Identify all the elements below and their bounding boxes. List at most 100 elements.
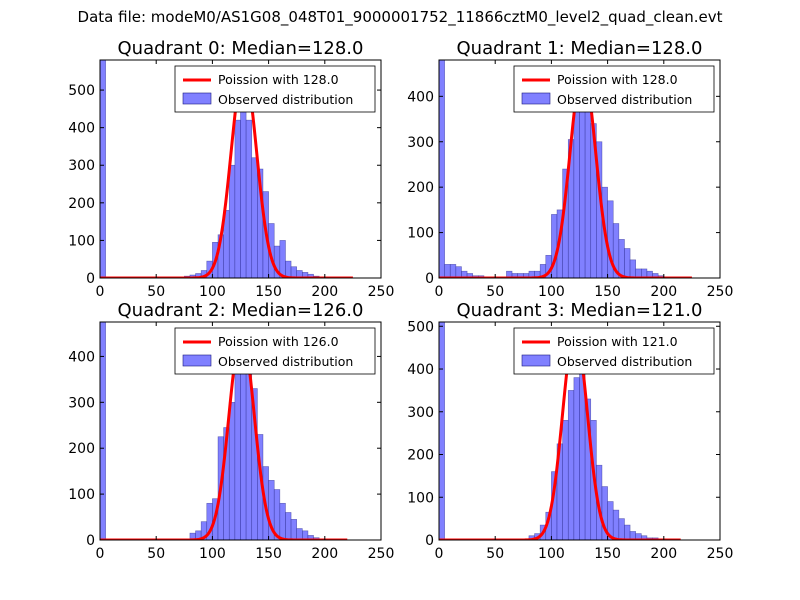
x-tick-label: 150: [255, 546, 282, 562]
y-tick-label: 400: [407, 89, 434, 105]
x-tick-label: 0: [435, 546, 444, 562]
histogram-bar: [279, 502, 286, 540]
histogram-bar: [449, 264, 457, 278]
histogram-bar: [251, 157, 258, 278]
histogram-bar: [100, 60, 106, 278]
histogram-bar: [290, 519, 297, 540]
histogram-bar: [285, 260, 292, 278]
histogram-bar: [245, 119, 253, 278]
legend-entry-fit: Poission with 121.0: [557, 334, 678, 349]
chart-title: Quadrant 3: Median=121.0: [457, 300, 703, 321]
x-tick-label: 250: [707, 546, 734, 562]
y-tick-label: 300: [407, 405, 434, 421]
quadrant-2-chart: 0 50 100 150 200 250 0 100 200 300 400 Quadrant 2: …: [68, 300, 394, 562]
x-tick-label: 200: [311, 284, 338, 300]
x-tick-label: 150: [594, 546, 621, 562]
plot-area: [439, 322, 682, 540]
histogram-bar: [279, 240, 286, 278]
histogram-bar: [579, 372, 586, 540]
histogram-bar: [573, 100, 580, 278]
x-tick-label: 0: [96, 284, 105, 300]
chart-title: Quadrant 2: Median=126.0: [118, 300, 364, 321]
poisson-fit-line: [439, 67, 693, 278]
x-tick-label: 0: [96, 546, 105, 562]
y-tick-label: 100: [407, 490, 434, 506]
histogram-bar: [234, 119, 241, 278]
y-tick-label: 0: [425, 533, 434, 549]
legend-box: [174, 327, 376, 375]
chart-title: Quadrant 0: Median=128.0: [118, 38, 364, 59]
y-tick-label: 0: [86, 533, 95, 549]
x-tick-label: 100: [538, 546, 565, 562]
histogram-bar: [439, 322, 445, 540]
histogram-bar: [228, 402, 236, 540]
plot-area: [100, 60, 354, 278]
legend-bar-swatch: [182, 92, 212, 105]
legend-bar-swatch: [521, 354, 551, 367]
y-tick-label: 400: [407, 362, 434, 378]
histogram-bar: [285, 512, 292, 540]
y-tick-label: 100: [68, 233, 95, 249]
histogram-bar: [618, 518, 625, 540]
histogram-bar: [290, 266, 297, 278]
plot-area: [439, 60, 693, 278]
legend-entry-fit: Poission with 128.0: [557, 72, 678, 87]
legend-entry-fit: Poission with 126.0: [218, 334, 339, 349]
x-tick-label: 100: [538, 284, 565, 300]
legend-entry-observed: Observed distribution: [557, 92, 692, 107]
y-tick-label: 200: [68, 441, 95, 457]
y-tick-label: 300: [68, 158, 95, 174]
y-tick-label: 200: [407, 180, 434, 196]
histogram-bar: [562, 420, 569, 540]
y-tick-label: 100: [68, 487, 95, 503]
x-tick-label: 150: [255, 284, 282, 300]
legend: Poission with 126.0 Observed distribution: [174, 327, 376, 375]
histogram-bar: [444, 264, 451, 278]
x-tick-label: 50: [486, 284, 504, 300]
histogram-bar: [439, 60, 445, 278]
x-tick-label: 200: [650, 546, 677, 562]
histogram-bar: [228, 164, 236, 278]
chart-title: Quadrant 1: Median=128.0: [457, 38, 703, 59]
y-tick-label: 300: [407, 135, 434, 151]
x-tick-label: 50: [147, 546, 165, 562]
figure-suptitle: Data file: modeM0/AS1G08_048T01_90000017…: [77, 8, 723, 26]
legend-bar-swatch: [521, 92, 551, 105]
poisson-fit-line: [100, 67, 354, 278]
x-tick-label: 0: [435, 284, 444, 300]
legend-entry-fit: Poission with 128.0: [218, 72, 339, 87]
histogram-bar: [618, 239, 625, 278]
y-tick-label: 500: [68, 83, 95, 99]
axes-frame: [99, 321, 382, 541]
histogram-bar: [567, 390, 575, 540]
y-tick-label: 300: [68, 395, 95, 411]
y-tick-label: 400: [68, 349, 95, 365]
x-tick-label: 50: [147, 284, 165, 300]
y-tick-label: 100: [407, 226, 434, 242]
y-tick-label: 200: [68, 196, 95, 212]
legend-box: [174, 65, 376, 113]
quadrant-0-chart: 0 50 100 150 200 250 0 100 200 300 400 500 Quadrant …: [68, 38, 394, 300]
x-tick-label: 100: [199, 284, 226, 300]
histogram-bar: [624, 248, 631, 278]
legend: Poission with 121.0 Observed distribution: [513, 327, 715, 375]
legend: Poission with 128.0 Observed distribution: [174, 65, 376, 113]
histogram-bar: [624, 524, 631, 540]
legend-box: [513, 65, 715, 113]
x-tick-label: 100: [199, 546, 226, 562]
quadrant-1-chart: 0 50 100 150 200 250 0 100 200 300 400 Quadrant 1: …: [407, 38, 733, 300]
histogram-bar: [455, 266, 462, 278]
x-tick-label: 250: [707, 284, 734, 300]
y-tick-label: 400: [68, 121, 95, 137]
histogram-bar: [240, 97, 247, 278]
legend-bar-swatch: [182, 354, 212, 367]
poisson-fit-line: [439, 329, 682, 540]
legend-box: [513, 327, 715, 375]
axes-frame: [438, 321, 721, 541]
axes-frame: [99, 59, 382, 279]
histogram-bar: [296, 528, 303, 540]
x-tick-label: 50: [486, 546, 504, 562]
poisson-fit-line: [100, 331, 348, 540]
y-tick-label: 0: [86, 271, 95, 287]
x-tick-label: 200: [311, 546, 338, 562]
